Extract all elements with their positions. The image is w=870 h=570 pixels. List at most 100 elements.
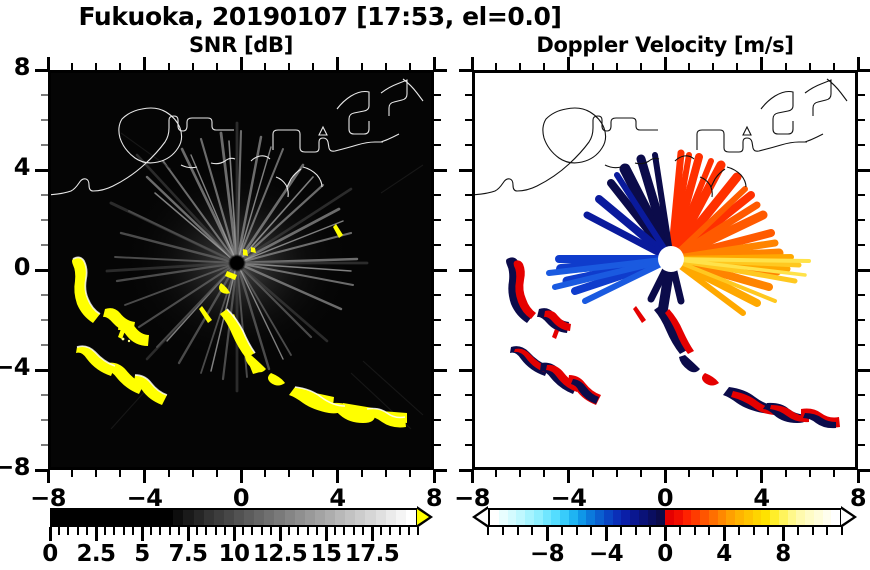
colorbar-tick [242, 527, 245, 535]
colorbar-label-10: 10 [218, 541, 250, 567]
colorbar-segment [735, 510, 744, 525]
y-tick-right--2 [858, 319, 865, 321]
colorbar-segment [82, 510, 93, 525]
colorbar-tick [48, 527, 52, 541]
colorbar-tick [407, 527, 410, 535]
colorbar-segment [533, 510, 543, 525]
y-tick-right-0 [858, 268, 870, 272]
x-axis-label-8: 8 [849, 484, 867, 512]
colorbar-segment [647, 510, 657, 525]
snr-plot-area[interactable] [48, 70, 434, 470]
colorbar-tick [67, 527, 70, 535]
y-axis-label-8: 8 [13, 53, 31, 81]
y-tick--4 [459, 368, 472, 372]
colorbar-segment [244, 510, 255, 525]
colorbar-segment [560, 510, 569, 525]
colorbar-segment [92, 510, 103, 525]
colorbar-segment [761, 510, 770, 525]
colorbar-tick [398, 527, 401, 535]
y-tick-4 [35, 168, 48, 172]
x-tick-3 [312, 470, 315, 477]
x-tick-top--3 [167, 63, 170, 70]
y-tick-right-5 [434, 144, 441, 146]
colorbar-tick [196, 527, 199, 535]
x-tick-top--4 [567, 57, 570, 70]
snr-radar-image [51, 73, 431, 467]
colorbar-segment [294, 510, 305, 525]
y-tick-right--3 [434, 344, 441, 346]
y-tick-1 [41, 244, 48, 246]
colorbar-tick [389, 527, 392, 535]
colorbar-segment [691, 510, 700, 525]
y-axis-label-0: 0 [13, 253, 31, 281]
colorbar-segment [577, 510, 587, 525]
colorbar-tick [278, 527, 282, 541]
colorbar-tick [104, 527, 107, 535]
x-tick-top-0 [239, 57, 243, 70]
x-axis-label-−4: −4 [126, 484, 163, 512]
colorbar-tick [177, 527, 180, 535]
y-tick-0 [459, 268, 472, 272]
x-tick--3 [167, 470, 170, 477]
x-tick-2 [712, 470, 715, 477]
x-tick-top--3 [591, 63, 594, 70]
colorbar-segment [796, 510, 805, 525]
colorbar-label-−4: −4 [588, 541, 624, 567]
x-tick-7 [408, 470, 411, 477]
colorbar-tick [251, 527, 254, 535]
y-tick-right--6 [858, 419, 865, 421]
colorbar-segment [638, 510, 648, 525]
x-tick-top--4 [143, 57, 146, 70]
x-axis-label-−8: −8 [30, 484, 66, 512]
colorbar-segment [743, 510, 753, 525]
colorbar-label-0: 0 [657, 541, 673, 567]
colorbar-tick [324, 527, 328, 541]
doppler-coastline [475, 78, 848, 198]
colorbar-segment [787, 510, 797, 525]
colorbar-segment [355, 510, 366, 525]
colorbar-tick [150, 527, 153, 535]
dop-cbar-wrap [472, 505, 858, 531]
colorbar-segment [551, 510, 560, 525]
y-tick-right-2 [434, 219, 441, 221]
y-tick-2 [41, 219, 48, 221]
x-tick-top-5 [784, 63, 787, 70]
x-tick-4 [760, 470, 763, 483]
x-tick-top-4 [760, 57, 763, 70]
colorbar-tick [708, 527, 711, 535]
colorbar-arrow-left-fill [476, 509, 488, 525]
y-tick-right-7 [434, 94, 441, 96]
colorbar-tick [159, 527, 162, 535]
x-tick-2 [288, 470, 291, 477]
y-tick-5 [41, 144, 48, 146]
colorbar-tick [140, 527, 144, 541]
y-tick--7 [465, 444, 472, 446]
doppler-plot-area[interactable] [472, 70, 858, 470]
colorbar-segment [813, 510, 823, 525]
x-tick-top-2 [712, 63, 715, 70]
x-tick-top-6 [808, 63, 811, 70]
y-tick-right-7 [858, 94, 865, 96]
x-axis-label-4: 4 [329, 484, 346, 512]
colorbar-segment [193, 510, 204, 525]
colorbar-segment [507, 510, 517, 525]
colorbar-tick [678, 527, 681, 535]
y-tick--7 [41, 444, 48, 446]
x-tick-top--8 [470, 57, 474, 70]
y-tick-4 [459, 168, 472, 172]
colorbar-segment [203, 510, 214, 525]
colorbar-segment [102, 510, 113, 525]
x-tick--6 [519, 470, 522, 477]
colorbar-segment [173, 510, 184, 525]
doppler-colorbar[interactable] [488, 508, 842, 527]
colorbar-segment [274, 510, 285, 525]
colorbar-segment [656, 510, 665, 525]
snr-colorbar[interactable] [50, 508, 418, 527]
y-tick-3 [465, 194, 472, 196]
y-tick--6 [465, 419, 472, 421]
colorbar-segment [375, 510, 386, 525]
y-tick-7 [41, 94, 48, 96]
y-tick--3 [465, 344, 472, 346]
doppler-panel-title: Doppler Velocity [m/s] [536, 33, 794, 57]
